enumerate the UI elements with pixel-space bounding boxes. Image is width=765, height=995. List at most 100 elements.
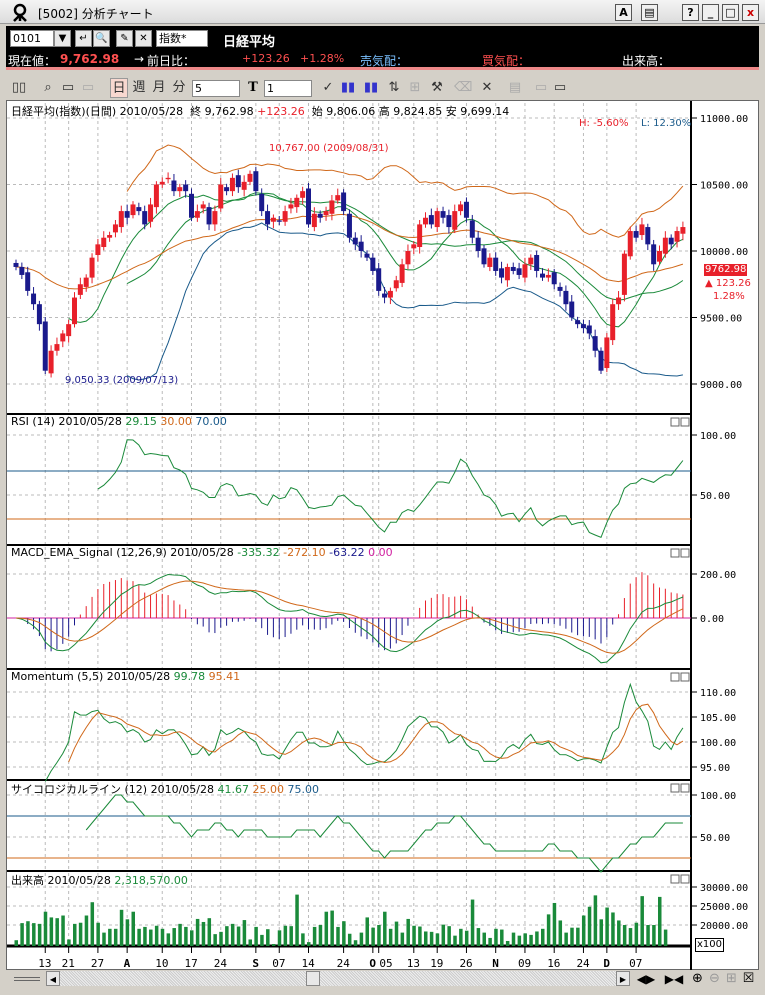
- candle-body: [575, 320, 581, 325]
- clear-icon[interactable]: ✕: [135, 30, 152, 47]
- volume-bar: [131, 911, 135, 946]
- volume-bar: [441, 924, 446, 946]
- code-input[interactable]: 0101: [10, 30, 54, 47]
- zoom-out-icon[interactable]: ⊖: [709, 971, 720, 986]
- font-button[interactable]: A: [615, 4, 632, 21]
- candle-body: [118, 211, 124, 228]
- delete-icon[interactable]: ✕: [481, 80, 493, 95]
- panel-close-icon[interactable]: [680, 417, 690, 427]
- rsi-title: RSI (14) 2010/05/28: [11, 415, 122, 428]
- axis-label: 0.00: [700, 614, 724, 625]
- volume-bar: [459, 928, 463, 946]
- volume-bar: [383, 911, 387, 946]
- scroll-track[interactable]: [60, 971, 616, 986]
- panel-close-icon[interactable]: [680, 783, 690, 793]
- line-tool-icon[interactable]: ✓: [322, 80, 334, 95]
- expand-icon[interactable]: ◀▶: [636, 972, 656, 986]
- candle-body: [569, 301, 575, 318]
- volume-bar: [488, 937, 492, 946]
- candle-body: [142, 211, 148, 225]
- volume-bar: [476, 928, 481, 946]
- candle-body: [183, 184, 189, 192]
- volume-bar: [283, 925, 288, 946]
- zoom-icon[interactable]: ⌕: [44, 80, 52, 95]
- copy-icon[interactable]: ▤: [641, 4, 658, 21]
- maximize-button[interactable]: □: [722, 4, 739, 21]
- minute-select[interactable]: 5: [192, 80, 240, 97]
- candle-body: [253, 171, 259, 192]
- page-icon[interactable]: ▭: [61, 80, 75, 95]
- panel-minimize-icon[interactable]: [670, 874, 680, 884]
- volume-bar: [587, 906, 592, 946]
- help-button[interactable]: ?: [682, 4, 699, 21]
- volume-unit: x100: [695, 938, 725, 952]
- panel-close-icon[interactable]: [680, 672, 690, 682]
- close-label: 終: [190, 105, 202, 118]
- zoom-in-icon[interactable]: ⊕: [692, 971, 703, 986]
- up-down-arrow-icon[interactable]: ⇅: [388, 80, 400, 95]
- macd-value: -335.32: [237, 546, 280, 559]
- volume-bar: [266, 929, 270, 946]
- volume-bar: [73, 923, 77, 946]
- code-dropdown-icon[interactable]: ▼: [54, 30, 71, 47]
- edit-icon[interactable]: ✎: [116, 30, 133, 47]
- volume-bar: [289, 926, 293, 946]
- volume-bar: [634, 922, 639, 946]
- candle-body: [557, 286, 563, 291]
- candle-body: [270, 217, 276, 222]
- candle-body: [621, 253, 627, 295]
- period-month[interactable]: 月: [152, 80, 166, 95]
- panel-close-icon[interactable]: [680, 874, 690, 884]
- volume-bar: [277, 930, 282, 946]
- volume-bar: [143, 926, 147, 946]
- candle-body: [616, 297, 622, 305]
- enter-icon[interactable]: ↵: [75, 30, 92, 47]
- settings-icon[interactable]: ⚒: [431, 80, 443, 95]
- scrollbar[interactable]: ◀ ▶ ◀▶ ▶◀ ⊕ ⊖ ⊞ ☒: [6, 970, 759, 988]
- volume-bar: [347, 933, 352, 946]
- axis-label: 9000.00: [700, 380, 742, 391]
- candle-body: [200, 204, 206, 209]
- panel-minimize-icon[interactable]: [670, 417, 680, 427]
- panel-minimize-icon[interactable]: [670, 672, 680, 682]
- bar-chart-icon[interactable]: ▮▮: [340, 80, 356, 95]
- minimize-button[interactable]: _: [702, 4, 719, 21]
- grip-icon[interactable]: [14, 977, 40, 981]
- shrink-icon[interactable]: ▶◀: [664, 972, 684, 986]
- psych-title: サイコロジカルライン (12) 2010/05/28: [11, 783, 214, 796]
- eraser-icon: ⌫: [454, 80, 473, 95]
- candle-body: [19, 266, 25, 275]
- search-icon[interactable]: 🔍: [93, 30, 110, 47]
- scroll-thumb[interactable]: [306, 971, 320, 986]
- period-day[interactable]: 日: [110, 78, 128, 98]
- panel-close-icon[interactable]: [680, 548, 690, 558]
- candle-body: [639, 224, 645, 236]
- candle-body: [282, 211, 288, 222]
- axis-label: 10000.00: [700, 247, 748, 258]
- period-week[interactable]: 週: [132, 80, 146, 95]
- panel-minimize-icon[interactable]: [670, 783, 680, 793]
- type-select[interactable]: 指数*: [156, 30, 208, 47]
- candle-body: [598, 350, 604, 371]
- scroll-right-button[interactable]: ▶: [616, 971, 630, 986]
- panel-minimize-icon[interactable]: [670, 548, 680, 558]
- bar-chart-2-icon[interactable]: ▮▮: [363, 80, 379, 95]
- chart-area[interactable]: 11000.00 10500.00 10000.00 9500.00 9000.00 10…: [6, 100, 760, 971]
- chart-canvas[interactable]: 11000.00 10500.00 10000.00 9500.00 9000.00 10…: [7, 101, 760, 971]
- scroll-left-button[interactable]: ◀: [46, 971, 60, 986]
- date-label: S: [252, 957, 259, 970]
- close-button[interactable]: x: [742, 4, 759, 21]
- main-header: 日経平均(指数)(日間) 2010/05/28 終 9,762.98 +123.…: [11, 103, 509, 119]
- print-icon[interactable]: ▭: [553, 80, 567, 95]
- volume-bar: [90, 902, 95, 946]
- rsi-header: RSI (14) 2010/05/28 29.15 30.00 70.00: [11, 415, 227, 428]
- date-label: 13: [407, 957, 420, 970]
- grid-toggle-icon[interactable]: ⊞: [726, 971, 737, 986]
- candle-body: [458, 204, 464, 212]
- volume-bar: [535, 931, 539, 946]
- period-minute[interactable]: 分: [172, 80, 186, 95]
- t-select[interactable]: 1: [264, 80, 312, 97]
- candle-icon[interactable]: ▯▯: [11, 80, 27, 95]
- reset-icon[interactable]: ☒: [742, 971, 755, 986]
- candle-body: [194, 211, 200, 218]
